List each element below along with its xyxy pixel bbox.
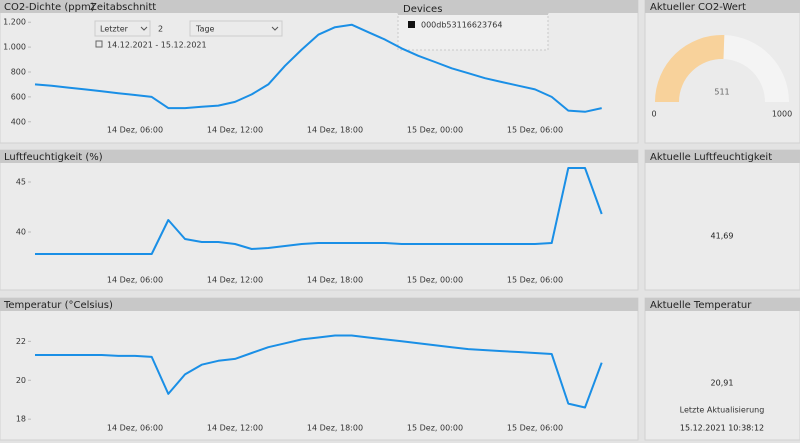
devices-header	[398, 2, 548, 15]
card-timestamp: 15.12.2021 10:38:12	[680, 424, 764, 433]
slicer-mode[interactable]: Letzter	[100, 25, 129, 34]
slicer-title: Zeitabschnitt	[90, 2, 156, 13]
y-tick-label: 22	[16, 337, 26, 346]
card-caption: Letzte Aktualisierung	[680, 406, 765, 415]
devices-title: Devices	[403, 4, 442, 15]
y-tick-label: 45	[16, 178, 26, 187]
x-tick-label: 14 Dez, 06:00	[107, 424, 163, 433]
x-tick-label: 15 Dez, 06:00	[507, 424, 563, 433]
slicer-count[interactable]: 2	[158, 25, 163, 34]
chart-title: CO2-Dichte (ppm)	[4, 2, 95, 13]
y-tick-label: 20	[16, 376, 26, 385]
gauge-max-label: 1000	[772, 110, 792, 119]
gauge-value-label: 511	[714, 88, 729, 97]
gauge-track	[723, 35, 789, 102]
x-tick-label: 14 Dez, 12:00	[207, 276, 263, 285]
x-tick-label: 14 Dez, 18:00	[307, 424, 363, 433]
card-value: 41,69	[711, 232, 734, 241]
x-tick-label: 14 Dez, 06:00	[107, 126, 163, 135]
y-tick-label: 800	[11, 68, 26, 77]
y-tick-label: 40	[16, 228, 26, 237]
slicer-range: 14.12.2021 - 15.12.2021	[107, 41, 207, 50]
device-item[interactable]: 000db53116623764	[421, 21, 502, 30]
gauge-value	[655, 34, 725, 102]
card-title: Aktuelle Temperatur	[650, 300, 752, 311]
y-tick-label: 600	[11, 92, 26, 101]
x-tick-label: 14 Dez, 18:00	[307, 126, 363, 135]
x-tick-label: 15 Dez, 00:00	[407, 424, 463, 433]
card-title: Aktuelle Luftfeuchtigkeit	[650, 152, 772, 163]
data-line	[35, 167, 603, 255]
y-tick-label: 1.200	[3, 18, 26, 27]
gauge-title: Aktueller CO2-Wert	[650, 2, 746, 13]
slicer-controls	[94, 20, 283, 48]
chart-title: Temperatur (°Celsius)	[3, 300, 113, 311]
y-tick-label: 18	[16, 415, 26, 424]
x-tick-label: 15 Dez, 00:00	[407, 126, 463, 135]
x-tick-label: 15 Dez, 00:00	[407, 276, 463, 285]
x-tick-label: 14 Dez, 12:00	[207, 126, 263, 135]
chart-title: Luftfeuchtigkeit (%)	[4, 152, 103, 163]
card-value: 20,91	[711, 379, 734, 388]
x-tick-label: 15 Dez, 06:00	[507, 276, 563, 285]
y-tick-label: 1.000	[3, 43, 26, 52]
x-tick-label: 14 Dez, 12:00	[207, 424, 263, 433]
x-tick-label: 14 Dez, 18:00	[307, 276, 363, 285]
slicer-unit[interactable]: Tage	[195, 25, 215, 34]
y-tick-label: 400	[11, 117, 26, 126]
x-tick-label: 15 Dez, 06:00	[507, 126, 563, 135]
device-checkbox[interactable]	[408, 21, 415, 28]
gauge-min-label: 0	[651, 110, 656, 119]
data-line	[34, 23, 602, 113]
data-line	[35, 334, 603, 409]
x-tick-label: 14 Dez, 06:00	[107, 276, 163, 285]
